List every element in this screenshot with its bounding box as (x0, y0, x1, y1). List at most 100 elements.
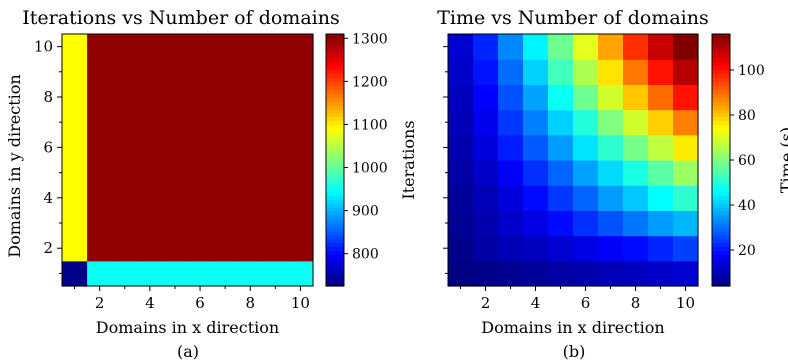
colorbar-segment (712, 140, 730, 145)
colorbar-segment (712, 69, 730, 74)
colorbar-segment (326, 65, 344, 71)
colorbar-segment (712, 73, 730, 78)
heatmap-cell-x3-y5 (112, 160, 138, 186)
colorbar-tick-label: 80 (738, 108, 756, 124)
heatmap-cell-x3-y4 (112, 185, 138, 211)
colorbar-segment (326, 108, 344, 114)
x-tick-label: 10 (291, 294, 310, 312)
heatmap-cell-x6-y2 (187, 235, 214, 262)
x-tick-label: 6 (581, 294, 591, 312)
heatmap-cell-x2-y5 (87, 160, 113, 186)
heatmap-cell-x5-y6 (162, 134, 189, 161)
colorbar-segment (326, 144, 344, 149)
colorbar-segment (326, 61, 344, 67)
heatmap-cell-x2-y6 (473, 134, 499, 161)
heatmap-cell-x10-y1 (287, 260, 314, 287)
colorbar-tick-label: 60 (738, 153, 756, 169)
y-tick-label: 4 (43, 189, 53, 207)
heatmap-cell-x5-y7 (548, 109, 574, 136)
colorbar-segment (326, 156, 344, 161)
heatmap-cell-x9-y2 (648, 235, 674, 262)
heatmap-cell-x7-y8 (598, 84, 624, 111)
heatmap-cell-x9-y10 (262, 34, 289, 60)
heatmap-cell-x6-y1 (573, 260, 599, 287)
heatmap-cell-x5-y8 (548, 84, 574, 111)
heatmap-cell-x4-y6 (523, 134, 549, 161)
heatmap-cell-x9-y7 (648, 109, 674, 136)
heatmap-cell-x4-y5 (523, 160, 549, 186)
heatmap-cell-x6-y3 (573, 210, 599, 237)
x-tick-label: 2 (481, 294, 491, 312)
colorbar-tick-label: 800 (352, 247, 379, 263)
colorbar-segment (326, 187, 344, 193)
colorbar-segment (326, 223, 344, 228)
heatmap-cell-x4-y6 (137, 134, 163, 161)
colorbar-segment (326, 132, 344, 137)
heatmap-cell-x1-y1 (62, 260, 88, 287)
y-axis-label: Domains in y direction (5, 74, 24, 257)
colorbar-segment (326, 53, 344, 59)
heatmap-cell-x9-y10 (648, 34, 674, 60)
heatmap-cell-x9-y9 (648, 59, 674, 85)
colorbar-segment (326, 128, 344, 134)
colorbar-segment (326, 163, 344, 169)
heatmap-cell-x2-y9 (87, 59, 113, 85)
colorbar-segment (712, 37, 730, 43)
colorbar-segment (712, 270, 730, 275)
heatmap-cell-x5-y10 (548, 34, 574, 60)
colorbar-segment (712, 199, 730, 204)
heatmap-cell-x10-y2 (673, 235, 699, 262)
panel-caption: (b) (563, 342, 586, 360)
x-tick-label: 8 (245, 294, 255, 312)
heatmap-cell-x5-y4 (548, 185, 574, 211)
x-tick-label: 8 (631, 294, 641, 312)
colorbar-segment (712, 100, 730, 106)
colorbar-segment (326, 45, 344, 51)
heatmap-cell-x1-y4 (62, 185, 88, 211)
heatmap-cell-x4-y4 (523, 185, 549, 211)
colorbar-segment (712, 179, 730, 185)
x-tick-label: 4 (531, 294, 541, 312)
colorbar-segment (326, 183, 344, 189)
heatmap-cell-x2-y10 (87, 34, 113, 60)
y-tick-label: 8 (43, 88, 53, 106)
heatmap-cell-x1-y8 (62, 84, 88, 111)
heatmap-cell-x6-y8 (187, 84, 214, 111)
heatmap-cell-x5-y8 (162, 84, 189, 111)
heatmap-cell-x8-y4 (623, 185, 649, 211)
colorbar-segment (326, 81, 344, 86)
heatmap-cell-x1-y2 (62, 235, 88, 262)
colorbar-tick-label: 1300 (352, 31, 388, 47)
colorbar-segment (712, 195, 730, 200)
colorbar-segment (712, 258, 730, 263)
colorbar-segment (712, 85, 730, 90)
colorbar-segment (326, 179, 344, 185)
colorbar-segment (712, 238, 730, 244)
heatmap-cell-x6-y7 (573, 109, 599, 136)
heatmap-cell-x4-y3 (137, 210, 163, 237)
heatmap-cell-x9-y8 (648, 84, 674, 111)
heatmap-cell-x8-y10 (237, 34, 264, 60)
heatmap-cell-x8-y9 (237, 59, 264, 85)
heatmap-cell-x8-y8 (237, 84, 264, 111)
colorbar-segment (326, 85, 344, 90)
heatmap-cell-x8-y6 (237, 134, 264, 161)
colorbar-segment (326, 242, 344, 248)
heatmap-cell-x3-y8 (112, 84, 138, 111)
colorbar-segment (712, 163, 730, 169)
colorbar-segment (326, 136, 344, 141)
heatmap-cell-x10-y3 (673, 210, 699, 237)
heatmap-cell-x8-y3 (623, 210, 649, 237)
colorbar-segment (712, 112, 730, 118)
heatmap-cell-x4-y9 (137, 59, 163, 85)
plot-frame (447, 33, 699, 287)
colorbar-segment (712, 97, 730, 102)
heatmap-cell-x5-y7 (162, 109, 189, 136)
heatmap-cell-x3-y6 (498, 134, 524, 161)
heatmap-cell-x7-y2 (598, 235, 624, 262)
heatmap-cell-x6-y5 (573, 160, 599, 186)
heatmap-cell-x5-y2 (548, 235, 574, 262)
heatmap-cell-x5-y5 (548, 160, 574, 186)
colorbar-segment (712, 230, 730, 236)
heatmap-cell-x1-y2 (448, 235, 474, 262)
